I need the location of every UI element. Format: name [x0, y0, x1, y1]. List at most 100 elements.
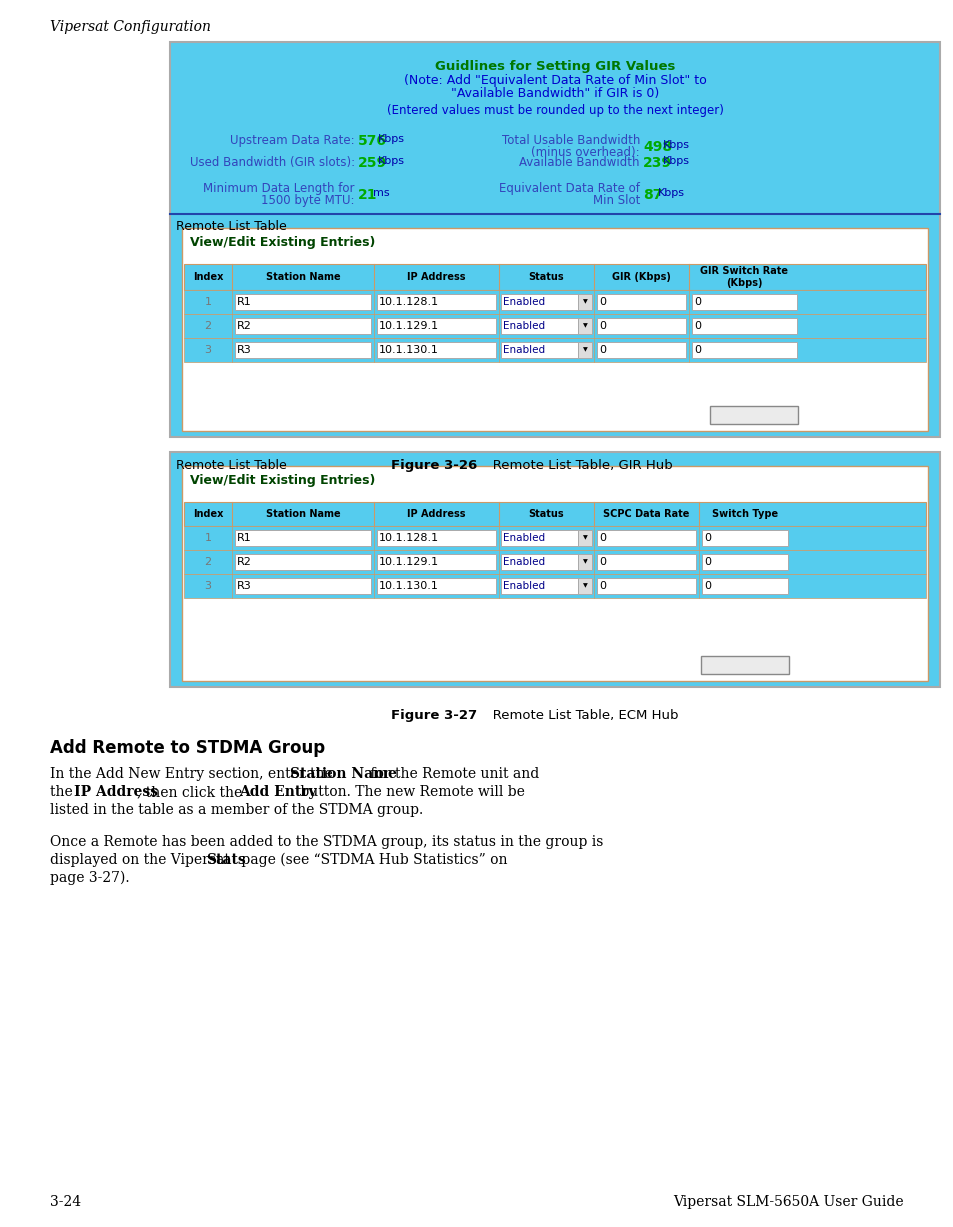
Text: 0: 0 — [598, 297, 605, 307]
Text: Figure 3-27: Figure 3-27 — [391, 709, 476, 721]
Bar — [691, 342, 796, 358]
Text: Enabled: Enabled — [502, 321, 544, 331]
Bar — [597, 294, 685, 310]
Text: Station Name: Station Name — [265, 509, 340, 519]
Text: (Note: Add "Equivalent Data Rate of Min Slot" to: (Note: Add "Equivalent Data Rate of Min … — [403, 74, 705, 87]
Text: Min Slot: Min Slot — [592, 194, 639, 207]
Text: 0: 0 — [693, 345, 700, 355]
Text: ▼: ▼ — [582, 299, 587, 304]
Text: 10.1.129.1: 10.1.129.1 — [378, 321, 438, 331]
Text: 3: 3 — [204, 582, 212, 591]
Text: View/Edit Existing Entries): View/Edit Existing Entries) — [190, 474, 375, 487]
Bar — [376, 318, 496, 334]
Bar — [234, 578, 371, 594]
Bar — [184, 264, 925, 290]
Text: R1: R1 — [236, 297, 252, 307]
Text: ▼: ▼ — [582, 584, 587, 589]
Bar — [500, 318, 578, 334]
Text: 0: 0 — [598, 557, 605, 567]
Bar — [578, 578, 592, 594]
Text: R2: R2 — [236, 557, 252, 567]
Text: 0: 0 — [598, 582, 605, 591]
Text: page (see “STDMA Hub Statistics” on: page (see “STDMA Hub Statistics” on — [237, 853, 507, 867]
Bar — [234, 555, 371, 571]
Bar — [184, 502, 925, 526]
Bar — [578, 342, 592, 358]
Text: Enabled: Enabled — [502, 557, 544, 567]
Bar — [182, 466, 927, 681]
Text: 2: 2 — [204, 321, 212, 331]
Text: 0: 0 — [598, 321, 605, 331]
Bar — [184, 290, 925, 314]
Text: IP Address: IP Address — [407, 509, 465, 519]
Text: Total Usable Bandwidth: Total Usable Bandwidth — [501, 134, 639, 147]
Bar — [376, 578, 496, 594]
Text: 10.1.130.1: 10.1.130.1 — [378, 345, 438, 355]
Text: 10.1.128.1: 10.1.128.1 — [378, 297, 438, 307]
Text: Remote List Table, ECM Hub: Remote List Table, ECM Hub — [479, 709, 678, 721]
Text: Switch Type: Switch Type — [711, 509, 778, 519]
Bar — [578, 530, 592, 546]
Bar — [234, 342, 371, 358]
Text: Upstream Data Rate:: Upstream Data Rate: — [230, 134, 355, 147]
Bar — [701, 555, 787, 571]
Text: GIR Switch Rate
(Kbps): GIR Switch Rate (Kbps) — [700, 266, 788, 288]
Text: Kbps: Kbps — [377, 134, 405, 144]
Text: Index: Index — [193, 509, 223, 519]
Bar — [234, 318, 371, 334]
Text: listed in the table as a member of the STDMA group.: listed in the table as a member of the S… — [50, 802, 423, 817]
Bar — [500, 578, 578, 594]
Text: Kbps: Kbps — [658, 188, 684, 198]
Bar — [597, 555, 696, 571]
Text: R3: R3 — [236, 345, 252, 355]
Text: IP Address: IP Address — [407, 272, 465, 282]
Text: Status: Status — [528, 272, 564, 282]
Text: SCPC Data Rate: SCPC Data Rate — [602, 509, 689, 519]
Text: Minimum Data Length for: Minimum Data Length for — [203, 182, 355, 195]
Bar — [184, 574, 925, 598]
Text: Available Bandwidth: Available Bandwidth — [519, 156, 639, 169]
Bar — [578, 555, 592, 571]
Text: IP Address: IP Address — [74, 785, 158, 799]
Text: Kbps: Kbps — [662, 140, 689, 150]
Text: 1500 byte MTU:: 1500 byte MTU: — [261, 194, 355, 207]
Text: , then click the: , then click the — [137, 785, 247, 799]
Text: Figure 3-26: Figure 3-26 — [391, 459, 476, 472]
Text: 576: 576 — [357, 134, 387, 148]
Text: for the Remote unit and: for the Remote unit and — [365, 767, 538, 782]
Text: Remote List Table: Remote List Table — [175, 220, 287, 233]
Text: 21: 21 — [357, 188, 377, 202]
Bar — [184, 314, 925, 337]
Text: (minus overhead):: (minus overhead): — [531, 146, 639, 160]
Text: 10.1.130.1: 10.1.130.1 — [378, 582, 438, 591]
Bar — [701, 578, 787, 594]
Text: Index: Index — [193, 272, 223, 282]
Text: Station Name: Station Name — [290, 767, 396, 782]
Text: Vipersat SLM-5650A User Guide: Vipersat SLM-5650A User Guide — [673, 1195, 903, 1209]
Bar — [700, 656, 788, 674]
Text: 10.1.129.1: 10.1.129.1 — [378, 557, 438, 567]
Text: Enabled: Enabled — [502, 533, 544, 544]
Text: 498: 498 — [642, 140, 672, 155]
Bar — [184, 550, 925, 574]
Text: Equivalent Data Rate of: Equivalent Data Rate of — [498, 182, 639, 195]
Bar — [578, 318, 592, 334]
Text: (Entered values must be rounded up to the next integer): (Entered values must be rounded up to th… — [386, 104, 722, 117]
Text: 239: 239 — [642, 156, 671, 171]
Text: ▼: ▼ — [582, 324, 587, 329]
Text: Enabled: Enabled — [502, 345, 544, 355]
Text: 0: 0 — [693, 297, 700, 307]
Bar — [500, 342, 578, 358]
Text: 2: 2 — [204, 557, 212, 567]
Text: 87: 87 — [642, 188, 661, 202]
Text: GIR (Kbps): GIR (Kbps) — [612, 272, 670, 282]
Text: Submit Changes: Submit Changes — [710, 410, 796, 420]
Text: 0: 0 — [703, 557, 710, 567]
Bar — [500, 294, 578, 310]
Bar — [234, 530, 371, 546]
Text: 3-24: 3-24 — [50, 1195, 81, 1209]
Text: Add Remote to STDMA Group: Add Remote to STDMA Group — [50, 739, 325, 757]
Bar — [597, 578, 696, 594]
Bar — [597, 318, 685, 334]
Text: Remote List Table: Remote List Table — [175, 459, 287, 472]
